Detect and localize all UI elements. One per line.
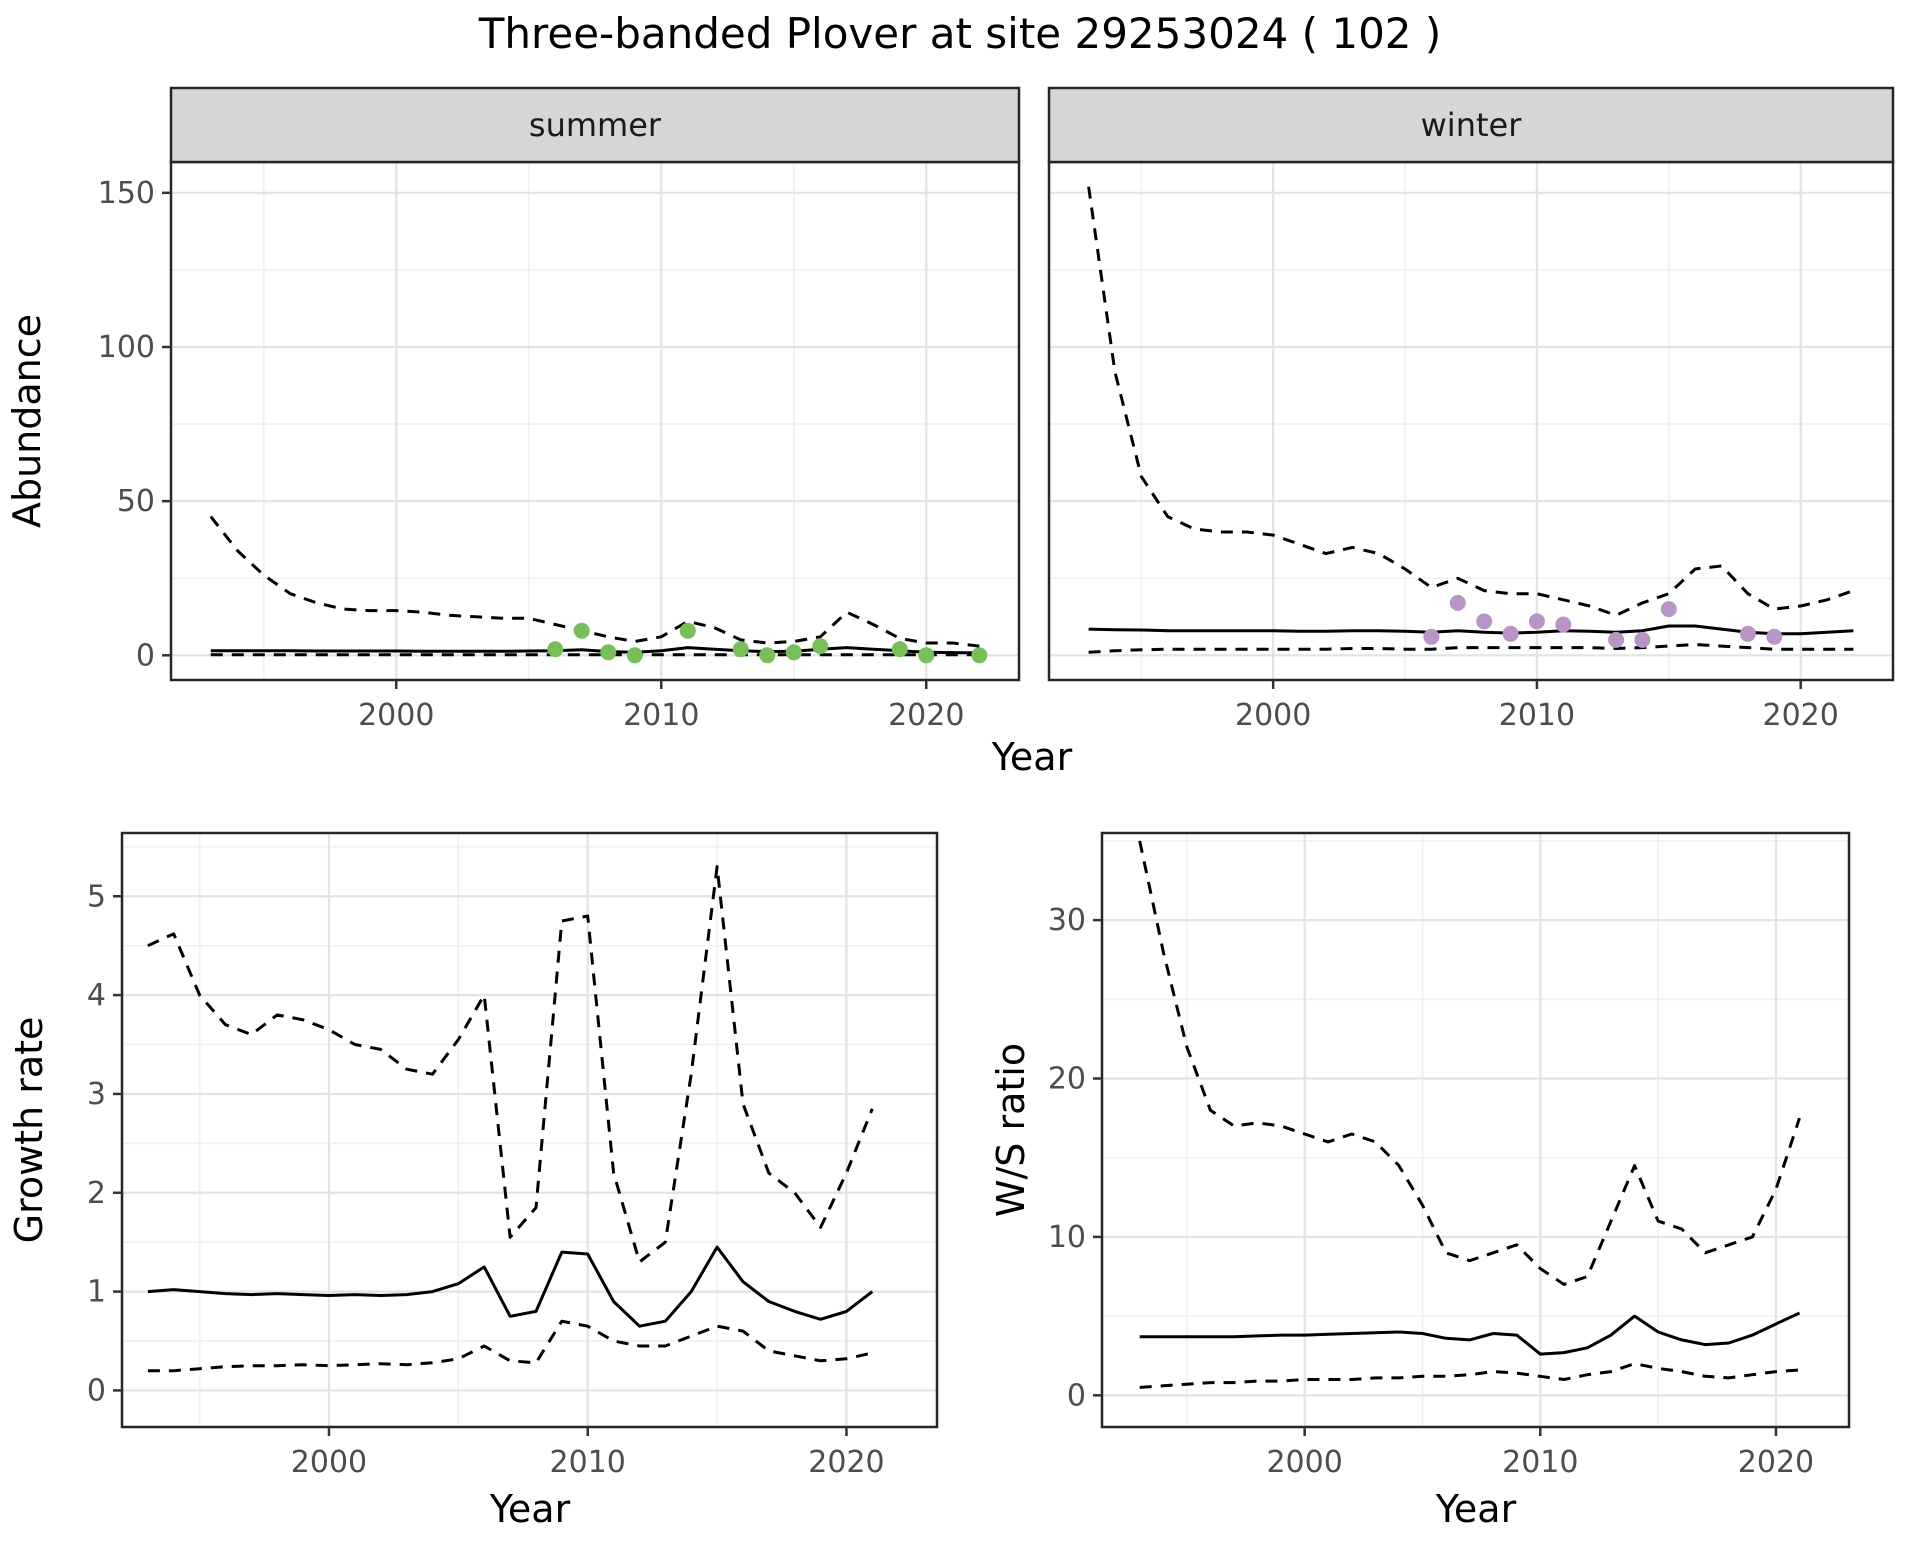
- observed-point: [1476, 613, 1493, 630]
- facet-strip-label: winter: [1421, 106, 1523, 144]
- observed-point: [1660, 601, 1677, 618]
- observed-point: [1528, 613, 1545, 630]
- x-tick-label: 2020: [1738, 1445, 1814, 1480]
- x-tick-label: 2000: [1266, 1445, 1342, 1480]
- top-x-axis-label: Year: [991, 735, 1073, 779]
- ws-x-axis-label: Year: [1435, 1487, 1517, 1531]
- observed-point: [1555, 616, 1572, 633]
- observed-point: [1608, 631, 1625, 648]
- panel-background: [171, 162, 1019, 680]
- x-tick-label: 2000: [291, 1445, 367, 1480]
- fit-line: [147, 1245, 874, 1328]
- growth-x-axis-label: Year: [489, 1487, 571, 1531]
- x-tick-label: 2010: [550, 1445, 626, 1480]
- y-tick-label: 4: [87, 978, 106, 1013]
- panel-background: [1049, 162, 1893, 680]
- x-tick-label: 2010: [1499, 698, 1575, 733]
- lower-ci-line: [1139, 1362, 1800, 1389]
- observed-point: [1449, 594, 1466, 611]
- observed-point: [679, 622, 696, 639]
- x-tick-label: 2020: [888, 698, 964, 733]
- y-tick-label: 2: [87, 1176, 106, 1211]
- observed-point: [918, 647, 935, 664]
- facet-strip: [1047, 86, 1895, 164]
- y-tick-label: 10: [1048, 1220, 1086, 1255]
- y-tick-label: 0: [136, 638, 155, 673]
- observed-point: [573, 622, 590, 639]
- observed-point: [759, 647, 776, 664]
- chart-panel-growth-rate: 2000 2010 2020 0 1 2 3 4 5: [87, 831, 939, 1480]
- observed-point: [1423, 628, 1440, 645]
- lower-ci-line: [1088, 643, 1854, 654]
- fit-line: [1088, 624, 1854, 636]
- observed-point: [547, 641, 564, 658]
- facet-strip: [169, 86, 1021, 164]
- panel-background: [1102, 833, 1849, 1427]
- fit-line: [210, 646, 980, 655]
- y-tick-label: 20: [1048, 1062, 1086, 1097]
- y-tick-label: 50: [117, 484, 155, 519]
- y-tick-label: 0: [1067, 1378, 1086, 1413]
- observed-point: [1766, 628, 1783, 645]
- y-tick-label: 100: [98, 330, 155, 365]
- facet-strip-label: summer: [529, 106, 662, 144]
- upper-ci-line: [1138, 840, 1801, 1286]
- y-tick-label: 3: [87, 1077, 106, 1112]
- y-tick-label: 5: [87, 879, 106, 914]
- observed-point: [785, 644, 802, 661]
- panel-border: [120, 831, 939, 1429]
- x-tick-label: 2020: [1763, 698, 1839, 733]
- chart-panel-abundance-summer: summer 2000 2010 2020 0 50 100 150: [98, 86, 1021, 733]
- observed-point: [812, 638, 829, 655]
- x-tick-label: 2000: [358, 698, 434, 733]
- y-tick-label: 0: [87, 1373, 106, 1408]
- observed-point: [600, 644, 617, 661]
- y-tick-label: 1: [87, 1275, 106, 1310]
- observed-point: [971, 647, 988, 664]
- growth-rate-axis-label: Growth rate: [7, 1017, 51, 1244]
- x-tick-label: 2010: [1502, 1445, 1578, 1480]
- chart-panel-abundance-winter: winter 2000 2010 2020: [1047, 86, 1895, 733]
- ws-ratio-axis-label: W/S ratio: [989, 1043, 1033, 1217]
- upper-ci-line: [147, 865, 874, 1264]
- x-tick-label: 2000: [1235, 698, 1311, 733]
- observed-point: [1634, 631, 1651, 648]
- panel-border: [1100, 831, 1851, 1429]
- chart-panel-ws-ratio: 2000 2010 2020 0 10 20 30: [1048, 831, 1851, 1480]
- x-tick-label: 2010: [623, 698, 699, 733]
- observed-point: [1739, 625, 1756, 642]
- y-tick-label: 30: [1048, 903, 1086, 938]
- panel-background: [122, 833, 937, 1427]
- upper-ci-line: [209, 515, 980, 648]
- figure-title: Three-banded Plover at site 29253024 ( 1…: [478, 9, 1442, 58]
- y-tick-label: 150: [98, 176, 155, 211]
- observed-point: [626, 647, 643, 664]
- x-tick-label: 2020: [808, 1445, 884, 1480]
- observed-point: [732, 641, 749, 658]
- fit-line: [1139, 1311, 1801, 1356]
- abundance-axis-label: Abundance: [5, 314, 49, 528]
- observed-point: [1502, 625, 1519, 642]
- observed-point: [891, 641, 908, 658]
